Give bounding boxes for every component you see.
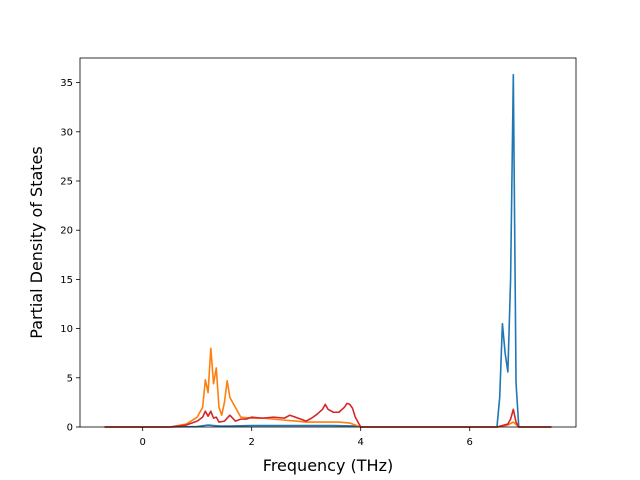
x-tick-label-2: 4 [358,437,364,448]
series-line-1 [104,347,552,428]
y-axis-label: Partial Density of States [27,146,46,338]
y-tick-label-5: 25 [60,177,73,188]
y-tick-label-6: 30 [60,127,73,138]
y-tick-label-0: 0 [67,423,73,434]
y-tick-label-2: 10 [60,324,73,335]
y-tick-label-3: 15 [60,275,73,286]
series-line-2 [104,402,552,428]
x-tick-label-3: 6 [467,437,473,448]
y-tick-label-4: 20 [60,226,73,237]
plot-area [80,58,576,427]
y-tick-label-1: 5 [67,373,73,384]
ticks-layer: 0 2 4 6 0 5 10 15 20 25 30 35 [60,78,473,448]
x-tick-label-0: 0 [139,437,145,448]
x-axis-label: Frequency (THz) [263,456,393,475]
plot-frame [79,57,577,428]
x-tick-label-1: 2 [249,437,255,448]
y-tick-label-7: 35 [60,78,73,89]
